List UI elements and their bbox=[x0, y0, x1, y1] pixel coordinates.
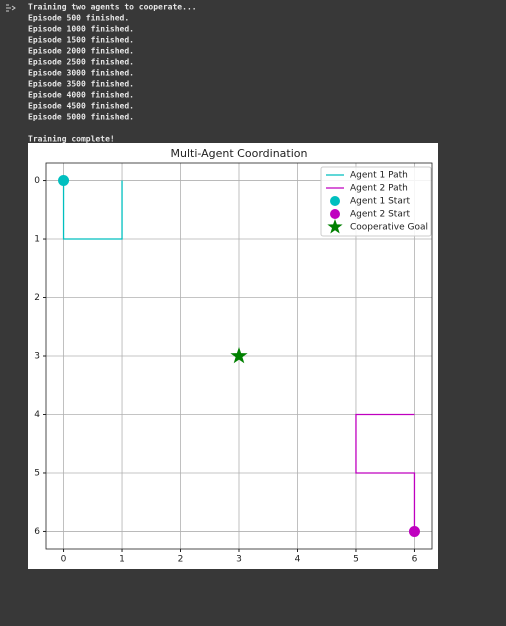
legend-circle bbox=[330, 196, 340, 206]
legend-label: Agent 1 Path bbox=[350, 171, 408, 181]
legend-box bbox=[320, 166, 432, 237]
x-tick-label: 1 bbox=[119, 555, 125, 565]
start-point bbox=[408, 525, 420, 537]
agent-path bbox=[355, 413, 416, 532]
y-tick-label: 4 bbox=[34, 410, 40, 420]
console-line: Episode 3500 finished. bbox=[28, 79, 134, 89]
console-line: Training two agents to cooperate... bbox=[28, 2, 197, 12]
legend-star bbox=[327, 219, 343, 234]
legend-circle bbox=[330, 209, 340, 219]
y-tick-label: 3 bbox=[34, 352, 40, 362]
x-tick-label: 4 bbox=[295, 555, 301, 565]
y-tick-label: 0 bbox=[34, 176, 40, 186]
console-line: Episode 1500 finished. bbox=[28, 35, 134, 45]
agent-path bbox=[62, 180, 123, 240]
x-tick-label: 0 bbox=[61, 555, 67, 565]
goal-star bbox=[230, 347, 248, 364]
console-line: Episode 4000 finished. bbox=[28, 90, 134, 100]
console-line: Episode 2500 finished. bbox=[28, 57, 134, 67]
output-icon[interactable] bbox=[6, 4, 16, 12]
start-point bbox=[58, 175, 70, 187]
x-tick-label: 5 bbox=[353, 555, 359, 565]
x-tick-label: 2 bbox=[178, 555, 184, 565]
x-tick-label: 6 bbox=[412, 555, 418, 565]
legend-label: Cooperative Goal bbox=[350, 223, 428, 233]
legend-label: Agent 2 Path bbox=[350, 184, 408, 194]
console-line: Episode 1000 finished. bbox=[28, 24, 134, 34]
console-line: Episode 2000 finished. bbox=[28, 46, 134, 56]
legend-label: Agent 1 Start bbox=[350, 197, 411, 207]
y-tick-label: 2 bbox=[34, 293, 40, 303]
y-tick-label: 5 bbox=[34, 468, 40, 478]
y-tick-label: 6 bbox=[34, 527, 40, 537]
console-line: Episode 4500 finished. bbox=[28, 101, 134, 111]
console-line: Episode 5000 finished. bbox=[28, 112, 134, 122]
console-line: Episode 3000 finished. bbox=[28, 68, 134, 78]
chart-title: Multi-Agent Coordination bbox=[171, 147, 308, 160]
console-line: Training complete! bbox=[28, 134, 115, 144]
axes-frame bbox=[45, 162, 433, 550]
y-tick-label: 1 bbox=[34, 235, 40, 245]
x-tick-label: 3 bbox=[236, 555, 242, 565]
legend-label: Agent 2 Start bbox=[350, 210, 411, 220]
console-line: Episode 500 finished. bbox=[28, 13, 129, 23]
